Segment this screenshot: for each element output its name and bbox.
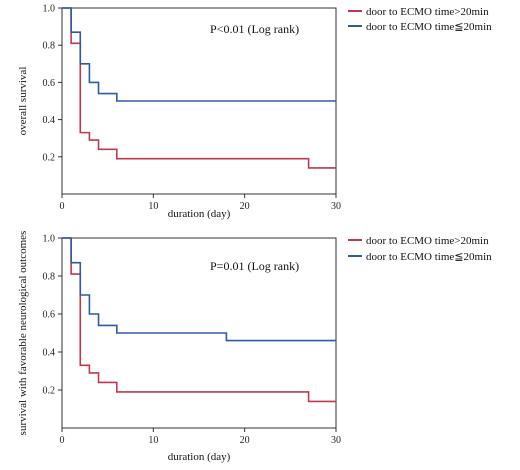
top-x-tick-label: 30 [331, 201, 341, 212]
bottom-x-tick-label: 30 [331, 435, 341, 446]
top-series-line-gt20 [62, 7, 336, 169]
bottom-pvalue-annotation: P=0.01 (Log rank) [210, 259, 299, 273]
bottom-x-tick-label: 20 [240, 435, 250, 446]
top-series-group [62, 7, 336, 169]
top-x-tick-label: 0 [60, 201, 65, 212]
top-y-tick-label: 1.0 [43, 4, 56, 15]
top-legend-label-le20: door to ECMO time≦20min [366, 21, 492, 33]
top-series-line-le20 [62, 7, 336, 102]
bottom-y-tick-label: 0.6 [43, 310, 56, 321]
top-axis-ticks: 0 10 20 30 0.2 0.4 0.6 0.8 1.0 [43, 4, 342, 213]
top-y-axis-label: overall survival [17, 67, 29, 136]
top-chart-panel: 0 10 20 30 0.2 0.4 0.6 0.8 1.0 P<0.01 (Log rank)… [17, 4, 492, 221]
top-legend: door to ECMO time>20min door to ECMO tim… [348, 6, 492, 33]
bottom-y-tick-label: 0.8 [43, 272, 56, 283]
bottom-axis-ticks: 0 10 20 30 0.2 0.4 0.6 0.8 1.0 [43, 234, 342, 447]
bottom-chart-panel: 0 10 20 30 0.2 0.4 0.6 0.8 1.0 P=0.01 (Log rank)… [17, 231, 492, 463]
bottom-series-line-gt20 [62, 237, 336, 403]
bottom-x-tick-label: 10 [148, 435, 158, 446]
top-x-tick-label: 20 [240, 201, 250, 212]
bottom-y-axis-label: survival with favorable neurological out… [17, 231, 29, 436]
bottom-legend: door to ECMO time>20min door to ECMO tim… [348, 235, 492, 263]
bottom-x-axis-label: duration (day) [168, 451, 231, 463]
bottom-series-group [62, 237, 336, 403]
top-y-tick-label: 0.2 [43, 152, 56, 163]
bottom-y-tick-label: 0.4 [43, 348, 56, 359]
bottom-x-tick-label: 0 [60, 435, 65, 446]
bottom-legend-label-le20: door to ECMO time≦20min [366, 251, 492, 263]
bottom-y-tick-label: 1.0 [43, 234, 56, 245]
top-x-axis-label: duration (day) [168, 208, 231, 220]
top-legend-label-gt20: door to ECMO time>20min [366, 6, 489, 18]
bottom-legend-label-gt20: door to ECMO time>20min [366, 235, 489, 247]
bottom-plot-frame [61, 237, 337, 429]
top-y-tick-label: 0.6 [43, 78, 56, 89]
top-y-tick-label: 0.4 [43, 115, 56, 126]
bottom-series-line-le20 [62, 237, 336, 342]
top-x-tick-label: 10 [148, 201, 158, 212]
bottom-y-tick-label: 0.2 [43, 386, 56, 397]
top-pvalue-annotation: P<0.01 (Log rank) [210, 22, 299, 36]
top-y-tick-label: 0.8 [43, 41, 56, 52]
